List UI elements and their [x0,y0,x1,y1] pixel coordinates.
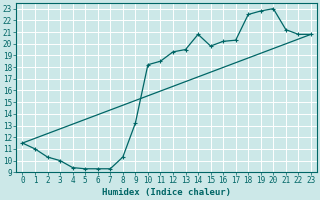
X-axis label: Humidex (Indice chaleur): Humidex (Indice chaleur) [102,188,231,197]
